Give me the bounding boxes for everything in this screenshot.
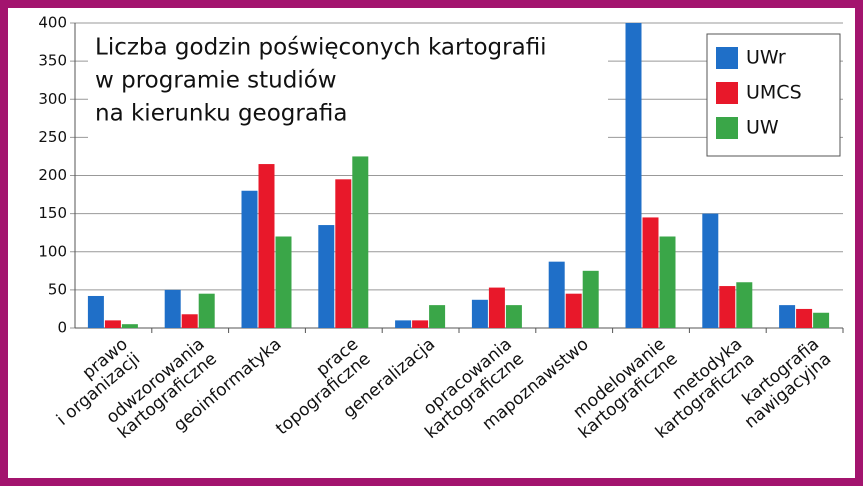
bar	[121, 324, 138, 328]
bar	[429, 305, 446, 328]
bar	[719, 286, 736, 328]
bar	[642, 217, 659, 328]
bar	[181, 314, 198, 328]
bar	[412, 320, 429, 328]
legend-swatch	[716, 47, 738, 69]
bar	[395, 320, 412, 328]
bar	[198, 293, 215, 328]
bar	[275, 236, 292, 328]
y-tick-label: 300	[38, 90, 67, 108]
bar	[702, 213, 719, 328]
bar	[318, 225, 335, 328]
bar	[625, 23, 642, 328]
title-box	[88, 32, 608, 140]
bar	[488, 287, 505, 328]
y-tick-label: 400	[38, 14, 67, 32]
y-tick-label: 150	[38, 204, 67, 222]
bar	[471, 299, 488, 328]
legend-swatch	[716, 82, 738, 104]
legend-label: UW	[746, 117, 779, 139]
bar	[796, 308, 813, 328]
bar	[736, 282, 753, 328]
y-tick-label: 50	[48, 280, 67, 298]
bar	[87, 295, 104, 328]
bars	[87, 23, 830, 328]
bar	[779, 305, 796, 328]
bar	[164, 289, 181, 328]
chart-title: w programie studiów	[95, 68, 337, 94]
y-tick-label: 100	[38, 242, 67, 260]
bar	[258, 164, 275, 328]
bar	[505, 305, 522, 328]
bar	[659, 236, 676, 328]
y-tick-label: 250	[38, 128, 67, 146]
legend-label: UWr	[746, 47, 786, 69]
chart-title: na kierunku geografia	[95, 101, 348, 127]
chart-title: Liczba godzin poświęconych kartografii	[95, 35, 547, 61]
bar	[813, 312, 830, 328]
y-tick-label: 0	[57, 319, 67, 337]
legend-swatch	[716, 117, 738, 139]
y-tick-label: 350	[38, 52, 67, 70]
legend-label: UMCS	[746, 82, 802, 104]
bar	[352, 156, 369, 328]
bar	[241, 190, 258, 328]
bar	[548, 261, 565, 328]
bar	[582, 270, 599, 328]
bar	[335, 179, 352, 328]
y-tick-label: 200	[38, 166, 67, 184]
bar	[104, 320, 121, 328]
bar	[565, 293, 582, 328]
